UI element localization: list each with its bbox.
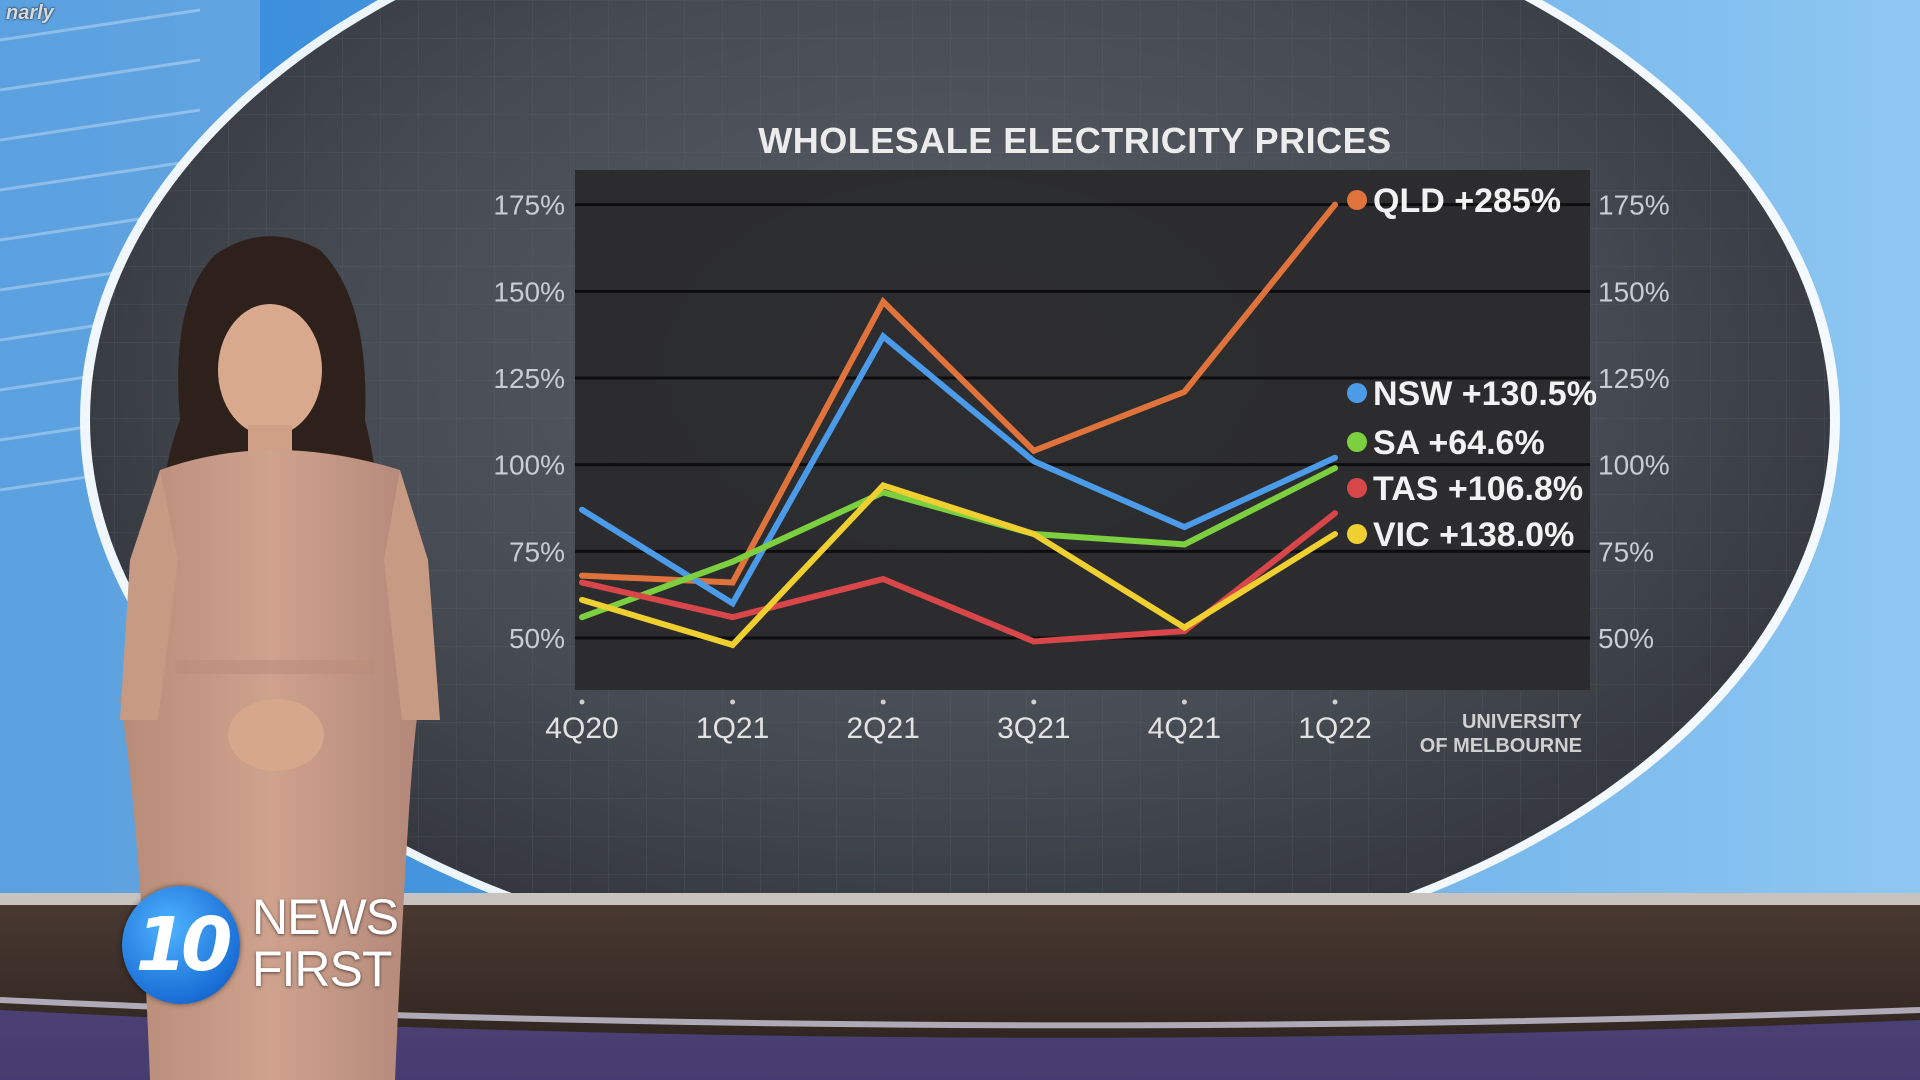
y-tick-label-left: 100% [493, 450, 565, 481]
legend-swatch-vic [1347, 524, 1367, 544]
y-axis-left: 175% 150% 125% 100% 75% 50% [493, 190, 565, 654]
logo-news: NEWS [252, 889, 399, 945]
source-line-1: UNIVERSITY [1462, 711, 1583, 733]
series-line-nsw [579, 331, 1338, 608]
x-tick-mark [880, 699, 886, 705]
y-tick-label-left: 150% [493, 276, 565, 307]
x-tick-mark [1031, 699, 1037, 705]
x-tick-mark [730, 699, 736, 705]
y-tick-label-right: 175% [1598, 190, 1670, 221]
legend-label-sa: SA +64.6% [1373, 424, 1545, 462]
corner-caption: narly [6, 2, 54, 24]
legend-swatch-nsw [1347, 383, 1367, 403]
series-line-vic [579, 482, 1338, 649]
source-line-2: OF MELBOURNE [1420, 735, 1582, 757]
x-tick-label: 3Q21 [997, 712, 1070, 745]
legend-swatch-tas [1347, 478, 1367, 498]
legend: QLD +285% NSW +130.5% SA +64.6% TAS +106.8%… [1347, 182, 1597, 554]
series-line-sa [579, 465, 1338, 621]
logo-first: FIRST [252, 941, 392, 997]
series-line-qld [579, 201, 1338, 586]
x-tick-label: 4Q20 [545, 712, 618, 745]
y-tick-label-right: 150% [1598, 276, 1670, 307]
legend-label-vic: VIC +138.0% [1373, 516, 1574, 554]
x-tick-label: 4Q21 [1148, 712, 1221, 745]
x-tick-label: 2Q21 [847, 712, 920, 745]
legend-label-tas: TAS +106.8% [1373, 470, 1583, 508]
x-tick-mark [1181, 699, 1187, 705]
x-axis: 4Q20 1Q21 2Q21 3Q21 4Q21 1Q22 [545, 699, 1372, 745]
y-tick-label-right: 75% [1598, 536, 1654, 567]
y-tick-label-right: 125% [1598, 363, 1670, 394]
grid-lines [575, 203, 1590, 640]
series-lines [579, 201, 1338, 649]
legend-label-qld: QLD +285% [1373, 182, 1561, 220]
x-tick-mark [579, 699, 585, 705]
legend-label-nsw: NSW +130.5% [1373, 375, 1597, 413]
chart-title: WHOLESALE ELECTRICITY PRICES [758, 120, 1391, 161]
y-tick-label-right: 100% [1598, 450, 1670, 481]
presenter [120, 236, 440, 1080]
y-tick-label-left: 125% [493, 363, 565, 394]
x-tick-label: 1Q21 [696, 712, 769, 745]
y-tick-label-left: 75% [509, 536, 565, 567]
logo-circle-icon [122, 886, 240, 1004]
y-axis-right: 175% 150% 125% 100% 75% 50% [1598, 190, 1670, 654]
y-tick-label-left: 50% [509, 623, 565, 654]
y-tick-label-left: 175% [493, 190, 565, 221]
network-logo: 10 NEWS FIRST [122, 880, 412, 1005]
x-tick-label: 1Q22 [1298, 712, 1371, 745]
y-tick-label-right: 50% [1598, 623, 1654, 654]
logo-number: 10 [135, 902, 233, 988]
legend-swatch-sa [1347, 432, 1367, 452]
legend-swatch-qld [1347, 190, 1367, 210]
x-tick-mark [1332, 699, 1338, 705]
